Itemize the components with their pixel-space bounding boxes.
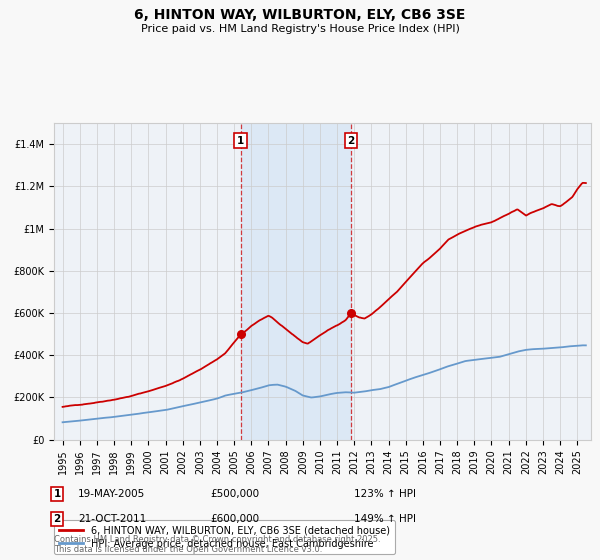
Text: 6, HINTON WAY, WILBURTON, ELY, CB6 3SE: 6, HINTON WAY, WILBURTON, ELY, CB6 3SE [134, 8, 466, 22]
Bar [241, 123, 351, 440]
Text: 1: 1 [237, 136, 244, 146]
Text: 19-MAY-2005: 19-MAY-2005 [78, 489, 145, 499]
Text: 2: 2 [53, 514, 61, 524]
Text: Price paid vs. HM Land Registry's House Price Index (HPI): Price paid vs. HM Land Registry's House … [140, 24, 460, 34]
Text: Contains HM Land Registry data © Crown copyright and database right 2025.
This d: Contains HM Land Registry data © Crown c… [54, 535, 380, 554]
Text: 2: 2 [347, 136, 355, 146]
Legend: 6, HINTON WAY, WILBURTON, ELY, CB6 3SE (detached house), HPI: Average price, det: 6, HINTON WAY, WILBURTON, ELY, CB6 3SE (… [54, 520, 395, 554]
Text: 1: 1 [53, 489, 61, 499]
Text: £500,000: £500,000 [210, 489, 259, 499]
Text: £600,000: £600,000 [210, 514, 259, 524]
Text: 123% ↑ HPI: 123% ↑ HPI [354, 489, 416, 499]
Text: 149% ↑ HPI: 149% ↑ HPI [354, 514, 416, 524]
Text: 21-OCT-2011: 21-OCT-2011 [78, 514, 146, 524]
